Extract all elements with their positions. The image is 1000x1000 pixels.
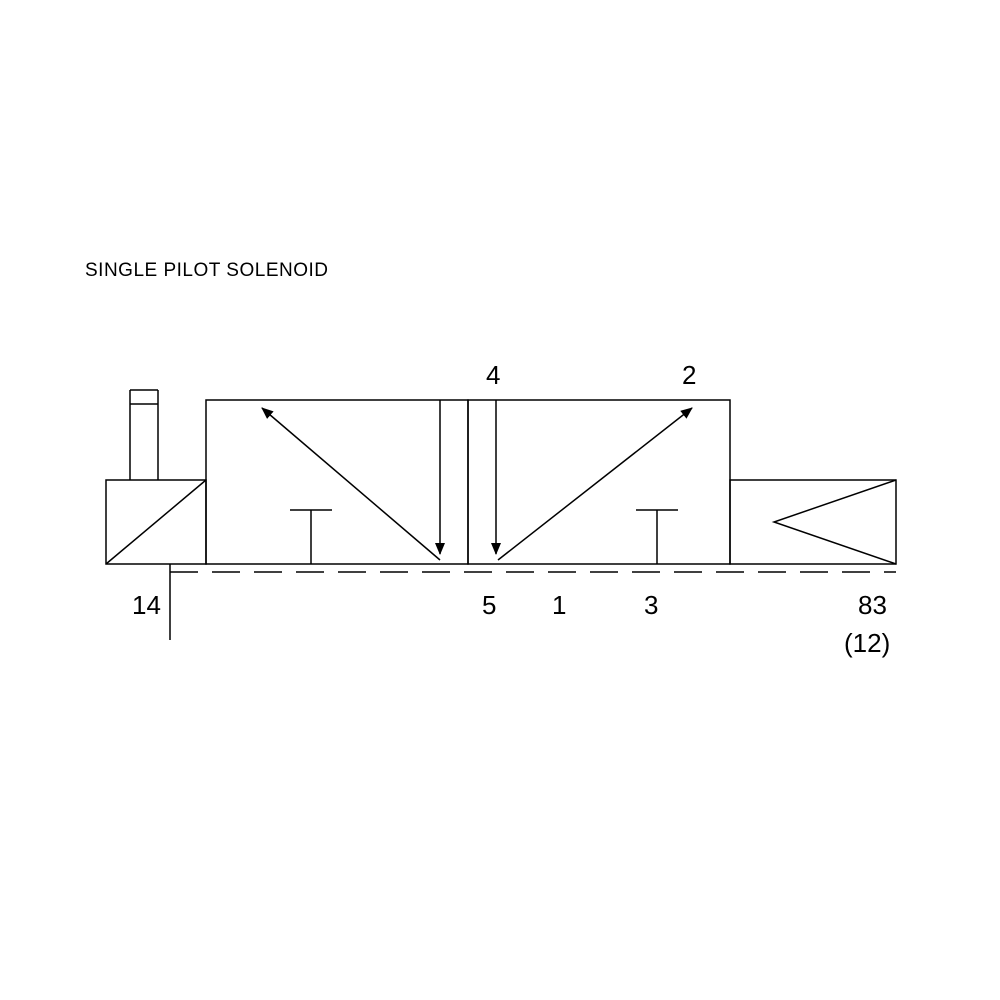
solenoid-diag <box>106 480 206 564</box>
port-1-label: 1 <box>552 590 566 621</box>
port-4-label: 4 <box>486 360 500 391</box>
right-arrow-diag <box>498 408 692 560</box>
pilot-triangle <box>774 480 896 564</box>
pilot-body <box>730 480 896 564</box>
left-arrow-diag <box>262 408 440 560</box>
port-14-label: 14 <box>132 590 161 621</box>
port-5-label: 5 <box>482 590 496 621</box>
port-83-label: 83 <box>858 590 887 621</box>
port-12-label: (12) <box>844 628 890 659</box>
right-position-box <box>468 400 730 564</box>
left-position-box <box>206 400 468 564</box>
port-3-label: 3 <box>644 590 658 621</box>
valve-diagram <box>0 0 1000 1000</box>
port-2-label: 2 <box>682 360 696 391</box>
